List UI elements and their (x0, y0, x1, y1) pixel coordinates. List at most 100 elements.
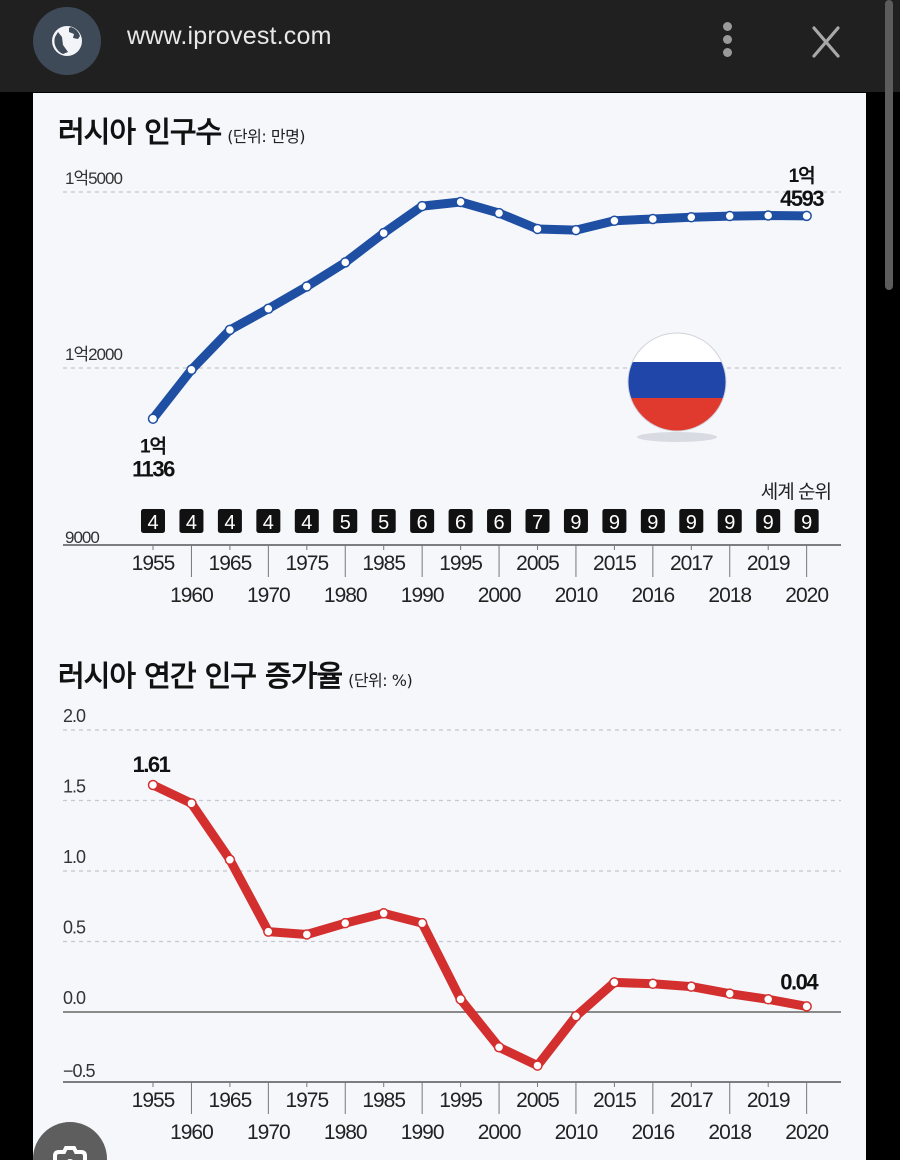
rank-badge (602, 509, 627, 533)
x-axis-label: 1970 (247, 584, 290, 607)
x-axis-label: 1960 (170, 1121, 213, 1144)
data-point (801, 210, 812, 222)
svg-text:4: 4 (224, 512, 235, 534)
data-point (147, 779, 159, 791)
x-axis-label: 2017 (670, 552, 713, 575)
svg-text:6: 6 (417, 512, 428, 534)
x-axis-label: 2016 (631, 584, 674, 607)
x-axis-label: 1975 (285, 552, 328, 575)
data-point (147, 413, 159, 424)
x-axis-label: 2020 (785, 1121, 828, 1144)
rank-badge (217, 509, 242, 533)
data-point (455, 994, 466, 1005)
data-point (263, 926, 274, 937)
data-point (455, 196, 466, 208)
x-axis-label: 1970 (247, 1121, 290, 1144)
more-vertical-icon-dot (723, 48, 732, 57)
data-point (224, 324, 236, 336)
more-vertical-icon-dot (723, 35, 732, 44)
chart2-title: 러시아 연간 인구 증가율 (단위: %) (58, 653, 413, 695)
x-axis-label: 2010 (555, 1121, 598, 1144)
world-rank-row: 세계 순위 4 4 4 4 4 5 5 6 6 6 7 9 9 9 9 9 9 9 (141, 481, 832, 534)
svg-text:9: 9 (647, 512, 658, 534)
x-axis-label: 2005 (516, 552, 559, 575)
data-point (301, 281, 313, 292)
rank-badge (640, 509, 665, 533)
svg-text:5: 5 (378, 512, 389, 534)
svg-text:6: 6 (493, 512, 504, 534)
chart2-title-text: 러시아 연간 인구 증가율 (58, 659, 343, 693)
svg-text:4: 4 (263, 512, 274, 534)
chart2-line (147, 779, 812, 1071)
chart2-gridlines (63, 729, 841, 1013)
svg-text:1억5000: 1억5000 (65, 169, 122, 188)
x-axis-label: 1985 (362, 1089, 405, 1112)
svg-text:0.04: 0.04 (780, 969, 819, 994)
svg-text:9: 9 (570, 512, 581, 534)
data-point (570, 1010, 582, 1022)
data-point (609, 977, 620, 988)
data-point (570, 224, 582, 236)
rank-badge (371, 509, 396, 533)
scrollbar[interactable] (885, 0, 893, 290)
data-point (263, 303, 274, 314)
rank-badge (333, 509, 358, 533)
data-point (378, 908, 389, 919)
x-axis-label: 1995 (439, 1089, 482, 1112)
svg-text:1.61: 1.61 (133, 752, 171, 777)
rank-badge (256, 509, 281, 533)
chart1-title: 러시아 인구수 (단위: 만명) (58, 109, 306, 151)
data-point (609, 215, 620, 226)
chart2-annotations: 1.61 0.04 (133, 752, 821, 994)
camera-search-button[interactable] (33, 1122, 107, 1160)
svg-text:6: 6 (455, 512, 466, 534)
svg-text:1.0: 1.0 (63, 847, 86, 867)
rank-badge (756, 509, 781, 533)
close-button[interactable] (806, 22, 846, 62)
data-point (532, 1060, 543, 1071)
x-axis-label: 2019 (747, 1089, 790, 1112)
x-axis-label: 1990 (401, 1121, 444, 1144)
site-info-button[interactable] (33, 7, 101, 75)
chart1-line (147, 196, 812, 424)
russia-flag-icon (627, 332, 727, 442)
chart1-x-axis: 1955 1965 1975 1985 1995 2005 2015 2017 2019 1960… (63, 544, 841, 607)
data-point (416, 200, 428, 212)
data-point (340, 257, 351, 268)
x-axis-label: 2016 (631, 1121, 674, 1144)
data-point (224, 854, 236, 865)
data-point (186, 364, 197, 376)
svg-text:0.0: 0.0 (63, 988, 86, 1008)
x-axis-label: 1955 (132, 1089, 175, 1112)
x-axis-label: 2020 (785, 584, 828, 607)
svg-text:1억: 1억 (789, 165, 815, 187)
svg-text:1억: 1억 (140, 436, 166, 458)
x-axis-label: 2018 (708, 584, 751, 607)
more-options-button[interactable] (716, 20, 740, 60)
page-image: 러시아 인구수 (단위: 만명) 1억5000 1억2000 9000 1억 1136 1… (33, 93, 866, 1160)
rank-badge (487, 509, 512, 533)
svg-text:7: 7 (532, 512, 543, 534)
data-point (762, 210, 774, 221)
svg-text:4: 4 (186, 512, 197, 534)
rank-badge (448, 509, 473, 533)
svg-text:9: 9 (724, 512, 735, 534)
x-axis-label: 1955 (132, 552, 175, 575)
svg-text:1.5: 1.5 (63, 777, 86, 797)
svg-text:9: 9 (763, 512, 774, 534)
svg-text:1136: 1136 (132, 457, 175, 482)
chart1-y-axis-labels: 1억5000 1억2000 9000 (65, 169, 123, 547)
svg-text:4: 4 (301, 512, 312, 534)
browser-top-bar: www.iprovest.com (0, 0, 900, 92)
data-point (493, 1042, 505, 1053)
chart1-title-text: 러시아 인구수 (58, 115, 222, 149)
x-axis-label: 2017 (670, 1089, 713, 1112)
close-icon (812, 26, 840, 58)
x-axis-label: 2015 (593, 1089, 636, 1112)
data-point (340, 917, 351, 929)
data-point (416, 917, 428, 929)
data-point (801, 1001, 812, 1012)
url-text[interactable]: www.iprovest.com (127, 22, 332, 50)
data-point (686, 211, 697, 223)
rank-badge (717, 509, 742, 533)
